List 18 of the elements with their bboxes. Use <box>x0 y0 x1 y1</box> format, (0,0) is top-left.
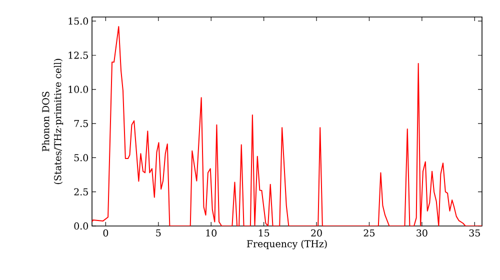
x-tick-label: 5 <box>156 229 161 236</box>
y-tick-label: 5.0 <box>74 154 88 162</box>
x-tick-label: 15 <box>258 229 270 237</box>
x-tick-label: 10 <box>206 229 216 237</box>
y-tick-label: 15.0 <box>68 18 88 25</box>
line-series <box>92 26 482 226</box>
x-tick-label: 35 <box>469 229 480 237</box>
y-tick-label: 7.5 <box>74 120 88 128</box>
y-tick-label: 0.0 <box>74 222 88 230</box>
x-tick-label: 30 <box>416 229 428 237</box>
x-axis-title: Frequency (THz) <box>246 240 327 250</box>
y-axis-title: Phonon DOS (States/THz·primitive cell) <box>42 58 64 184</box>
y-tick-label: 10.0 <box>68 86 88 93</box>
y-tick-label: 12.5 <box>68 52 88 59</box>
y-tick-label: 2.5 <box>74 188 88 196</box>
x-tick-label: 20 <box>311 229 322 237</box>
x-tick-label: 0 <box>103 229 108 237</box>
x-tick-label: 25 <box>364 229 375 237</box>
